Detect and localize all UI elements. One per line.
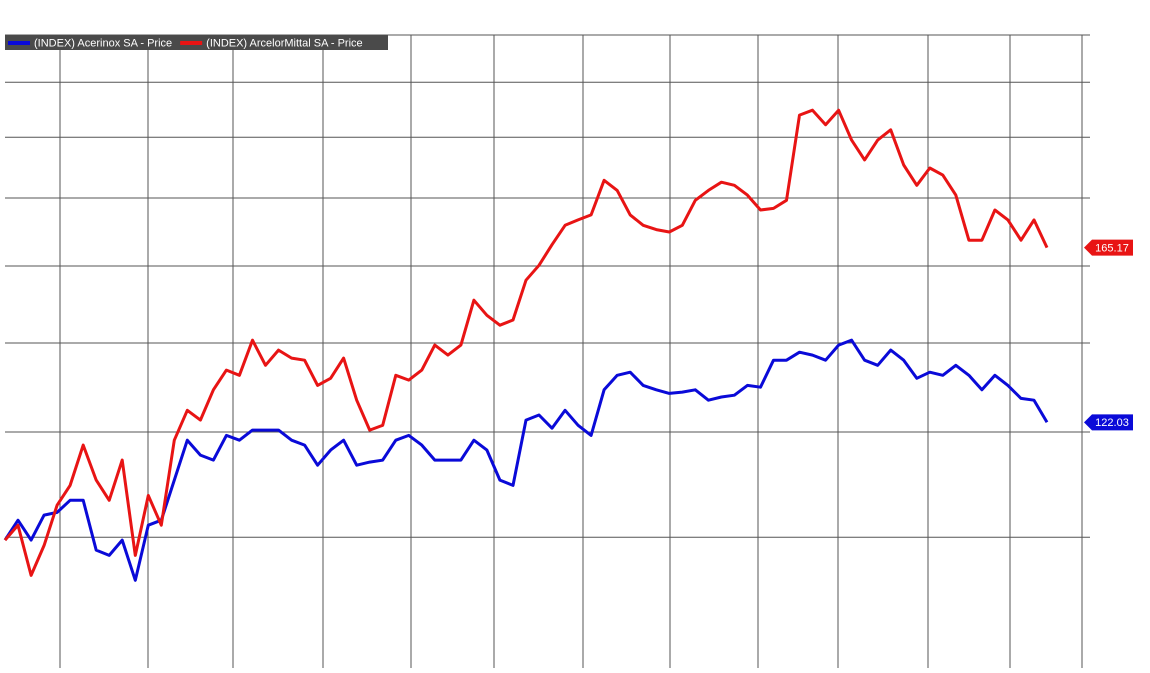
last-value-tag: [1084, 414, 1133, 431]
legend-label: (INDEX) Acerinox SA - Price: [34, 37, 172, 49]
series-line: [3, 108, 1049, 577]
legend: (INDEX) Acerinox SA - Price (INDEX) Arcel…: [5, 35, 388, 50]
last-value-label: 165.17: [1095, 243, 1129, 255]
series-line: [3, 338, 1049, 582]
legend-label: (INDEX) ArcelorMittal SA - Price: [206, 37, 362, 49]
last-value-label: 122.03: [1095, 417, 1129, 429]
last-value-tag: [1084, 239, 1133, 256]
vertical-grid: [5, 34, 1090, 668]
